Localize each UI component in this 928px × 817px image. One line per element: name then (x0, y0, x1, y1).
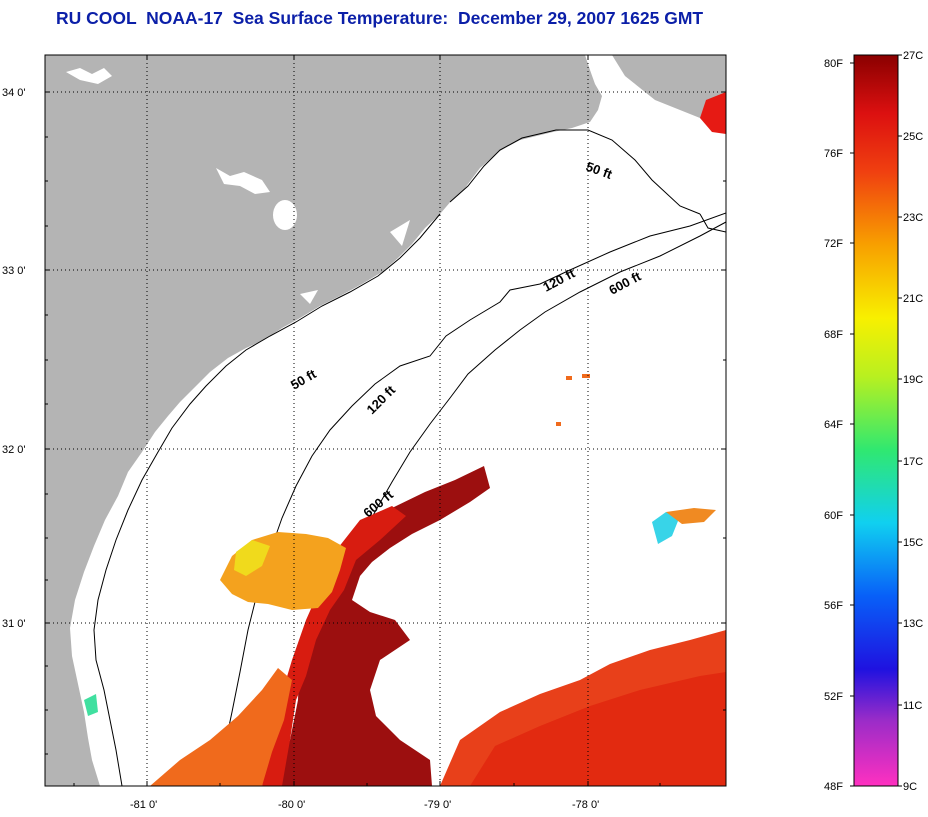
sst-data-layer (84, 92, 726, 786)
colorbar-f-label: 72F (824, 238, 843, 250)
colorbar-c-label: 27C (903, 50, 923, 62)
sst-patch-dark-red (270, 466, 490, 786)
colorbar-c-label: 25C (903, 131, 923, 143)
land-cape (612, 55, 726, 118)
lon-label: -78 0' (572, 799, 599, 811)
inland-lake (273, 200, 297, 230)
land-mass (45, 55, 602, 786)
sst-patch-orange-east (666, 508, 716, 524)
sst-fleck (566, 376, 572, 380)
inland-lake (66, 68, 112, 84)
graticule (45, 55, 726, 786)
colorbar-c-label: 9C (903, 781, 917, 793)
colorbar-gradient (853, 54, 899, 787)
inland-lake (390, 220, 410, 246)
colorbar-f-label: 56F (824, 600, 843, 612)
contour-50ft-south (93, 213, 441, 786)
colorbar-c-label: 17C (903, 456, 923, 468)
colorbar: 80F 76F 72F 68F 64F 60F 56F 52F 48F 27C … (824, 50, 923, 793)
sst-patch-red-northeast (700, 92, 726, 134)
lon-label: -81 0' (130, 799, 157, 811)
axis-ticks (45, 55, 726, 786)
colorbar-c-label: 13C (903, 618, 923, 630)
lon-label: -79 0' (424, 799, 451, 811)
colorbar-f-label: 76F (824, 148, 843, 160)
sst-fleck (556, 422, 561, 426)
inland-lake (300, 290, 318, 304)
sst-patch-yellow (234, 540, 270, 576)
sst-patch-cyan (652, 512, 680, 544)
contour-50ft (449, 129, 726, 233)
colorbar-f-label: 52F (824, 691, 843, 703)
colorbar-f-label: 64F (824, 419, 843, 431)
sst-fleck (582, 374, 590, 378)
map-title: RU COOL NOAA-17 Sea Surface Temperature:… (56, 8, 704, 28)
sst-patch-green-coastal (84, 694, 98, 716)
inland-lake (216, 168, 270, 194)
sst-patch-red-southeast-inner (470, 672, 726, 786)
colorbar-c-label: 19C (903, 374, 923, 386)
map-area: 50 ft 120 ft 600 ft 50 ft 120 ft 600 ft (45, 55, 726, 786)
colorbar-f-label: 48F (824, 781, 843, 793)
colorbar-c-label: 11C (903, 700, 922, 712)
colorbar-c-label: 15C (903, 537, 923, 549)
colorbar-c-label: 21C (903, 293, 923, 305)
lat-label: 32 0' (2, 444, 26, 456)
colorbar-f-label: 80F (824, 58, 843, 70)
lat-label: 34 0' (2, 87, 26, 99)
lat-label: 31 0' (2, 618, 26, 630)
colorbar-f-label: 68F (824, 329, 843, 341)
colorbar-c-label: 23C (903, 212, 923, 224)
colorbar-f-label: 60F (824, 510, 843, 522)
map-frame (44, 54, 727, 787)
lon-label: -80 0' (278, 799, 305, 811)
lat-label: 33 0' (2, 265, 26, 277)
sst-patch-orange (150, 668, 292, 786)
